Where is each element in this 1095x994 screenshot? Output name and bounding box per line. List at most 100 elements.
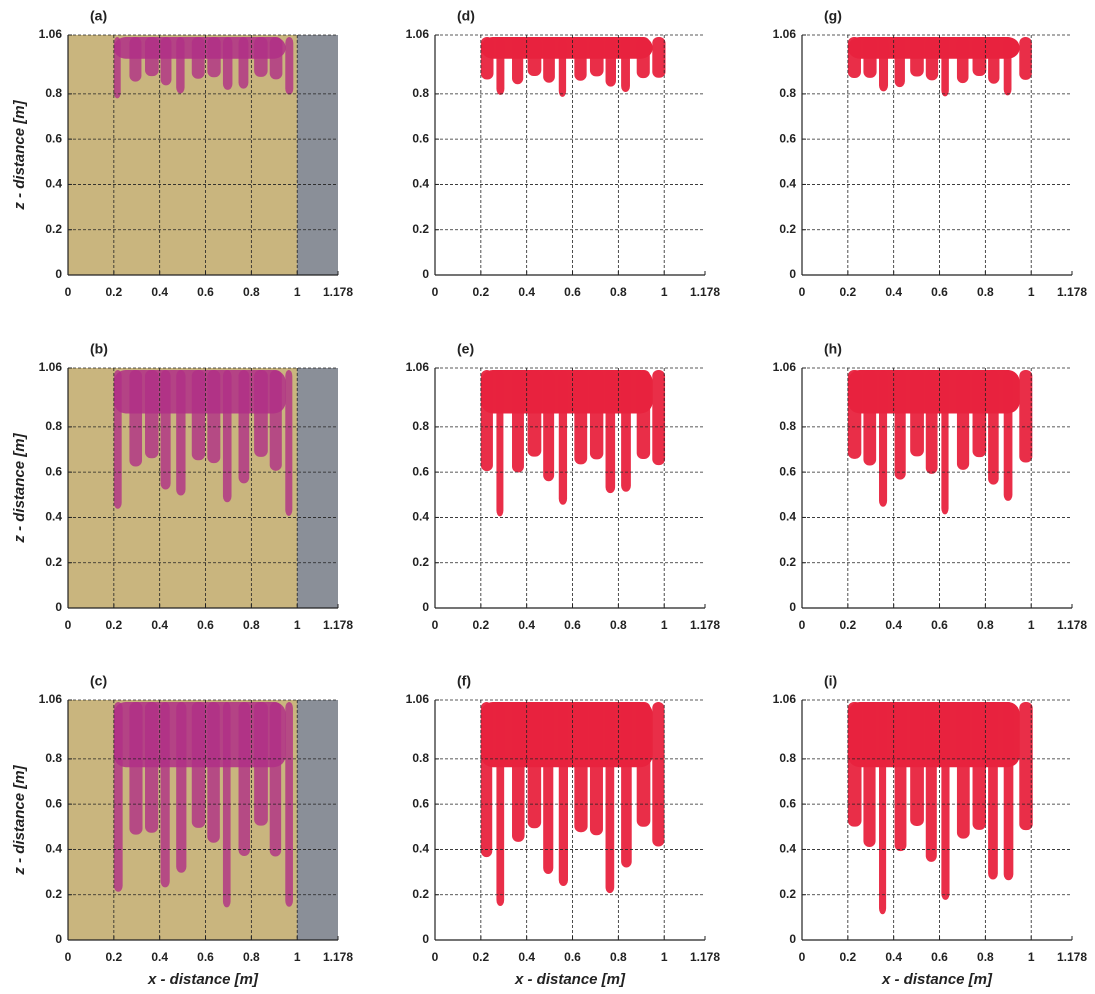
y-tick-label: 0.8 bbox=[412, 86, 429, 100]
plume-finger bbox=[481, 37, 494, 80]
panel-label: (h) bbox=[824, 341, 842, 357]
y-tick-label: 0.2 bbox=[779, 222, 796, 236]
plume-finger bbox=[652, 370, 665, 465]
plume-finger bbox=[652, 702, 664, 846]
plume-finger bbox=[606, 37, 616, 87]
y-tick-label: 0.2 bbox=[45, 555, 62, 569]
plume-finger bbox=[481, 702, 492, 857]
plume-finger bbox=[973, 370, 987, 457]
plume-finger bbox=[910, 37, 924, 76]
y-tick-label: 0.2 bbox=[45, 887, 62, 901]
plume-finger bbox=[988, 370, 999, 485]
y-tick-label: 0 bbox=[789, 932, 796, 946]
y-tick-label: 0.2 bbox=[412, 222, 429, 236]
plume-finger bbox=[973, 702, 986, 830]
plume-finger bbox=[223, 370, 232, 502]
x-tick-label: 0.6 bbox=[931, 950, 948, 964]
x-tick-label: 0.4 bbox=[885, 618, 902, 632]
y-tick-label: 0.2 bbox=[779, 887, 796, 901]
y-tick-label: 0.2 bbox=[45, 222, 62, 236]
plume-finger bbox=[848, 370, 861, 459]
plume-finger bbox=[621, 370, 631, 492]
plume-finger bbox=[879, 370, 887, 507]
panel-label: (c) bbox=[90, 673, 107, 689]
y-tick-label: 0 bbox=[55, 932, 62, 946]
plume-finger bbox=[528, 37, 542, 76]
plume-finger bbox=[574, 37, 586, 81]
x-tick-label: 1.178 bbox=[690, 285, 720, 299]
plume-finger bbox=[176, 370, 185, 496]
x-tick-label: 1 bbox=[294, 618, 301, 632]
plume-finger bbox=[910, 370, 924, 456]
plume-finger bbox=[973, 37, 987, 76]
x-tick-label: 0.8 bbox=[610, 285, 627, 299]
x-tick-label: 0.6 bbox=[564, 618, 581, 632]
plume-finger bbox=[528, 370, 542, 457]
plume-finger bbox=[941, 702, 949, 900]
x-tick-label: 0.4 bbox=[518, 285, 535, 299]
plume-finger bbox=[926, 702, 937, 862]
x-tick-label: 1.178 bbox=[690, 618, 720, 632]
y-tick-label: 0 bbox=[55, 267, 62, 281]
plume-finger bbox=[543, 702, 553, 874]
plume-finger bbox=[863, 37, 876, 78]
y-tick-label: 0 bbox=[55, 600, 62, 614]
plume-finger bbox=[621, 702, 632, 868]
plume-finger bbox=[192, 37, 205, 79]
panel-label: (a) bbox=[90, 8, 107, 24]
y-tick-label: 0.8 bbox=[45, 751, 62, 765]
plume-finger bbox=[590, 37, 604, 76]
x-tick-label: 0.8 bbox=[977, 618, 994, 632]
plume-finger bbox=[270, 37, 283, 79]
x-tick-label: 0.2 bbox=[105, 618, 122, 632]
y-tick-label: 0.8 bbox=[412, 751, 429, 765]
plume-finger bbox=[254, 370, 268, 457]
y-tick-label: 0.4 bbox=[45, 510, 62, 524]
x-tick-label: 0 bbox=[799, 285, 806, 299]
x-tick-label: 0.2 bbox=[472, 950, 489, 964]
plume-finger bbox=[543, 37, 555, 83]
x-tick-label: 0.4 bbox=[151, 618, 168, 632]
plume-finger bbox=[606, 702, 615, 893]
x-tick-label: 1 bbox=[1028, 950, 1035, 964]
plume-finger bbox=[1019, 37, 1032, 80]
plume-finger bbox=[239, 702, 250, 856]
y-tick-label: 0.8 bbox=[412, 419, 429, 433]
plume-finger bbox=[145, 37, 159, 76]
panel-label: (g) bbox=[824, 8, 842, 24]
plume-finger bbox=[590, 702, 603, 835]
x-tick-label: 0.4 bbox=[885, 950, 902, 964]
plume-finger bbox=[496, 370, 503, 516]
plume-finger bbox=[114, 370, 122, 509]
y-tick-label: 1.06 bbox=[773, 360, 797, 374]
plume-finger bbox=[239, 37, 249, 89]
y-tick-label: 0.4 bbox=[412, 177, 429, 191]
plume-finger bbox=[957, 702, 970, 839]
x-axis-label: x - distance [m] bbox=[147, 971, 259, 988]
y-tick-label: 1.06 bbox=[39, 360, 63, 374]
plume-finger bbox=[574, 370, 587, 464]
y-tick-label: 0.6 bbox=[412, 131, 429, 145]
plume-finger bbox=[895, 37, 905, 87]
ruler bbox=[297, 368, 338, 608]
plume-finger bbox=[848, 37, 861, 78]
y-tick-label: 0 bbox=[789, 600, 796, 614]
plume-finger bbox=[161, 702, 170, 887]
x-tick-label: 0 bbox=[432, 285, 439, 299]
x-tick-label: 0.6 bbox=[931, 285, 948, 299]
plume-finger bbox=[863, 702, 875, 847]
x-tick-label: 0.2 bbox=[839, 618, 856, 632]
x-tick-label: 0.8 bbox=[243, 950, 260, 964]
plume-finger bbox=[1004, 702, 1014, 880]
y-tick-label: 0.6 bbox=[45, 464, 62, 478]
plume-finger bbox=[879, 702, 886, 914]
y-tick-label: 1.06 bbox=[39, 692, 63, 706]
ruler bbox=[297, 700, 338, 940]
x-tick-label: 1 bbox=[661, 618, 668, 632]
y-tick-label: 0 bbox=[422, 600, 429, 614]
